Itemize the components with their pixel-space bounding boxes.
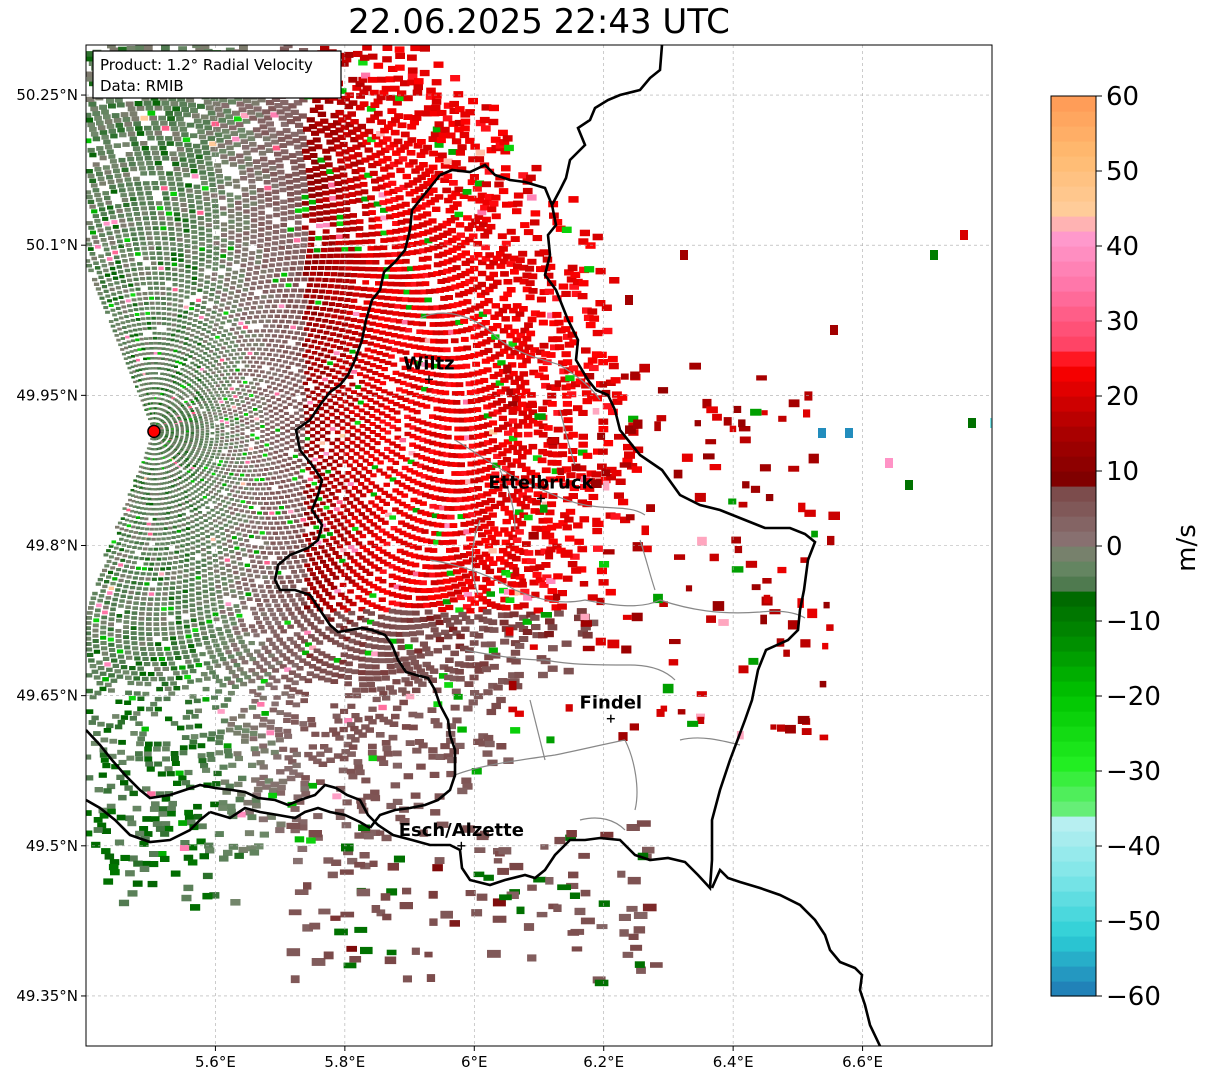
city-marker: Ettelbruck bbox=[488, 472, 595, 503]
lat-tick-label: 49.8°N bbox=[26, 537, 78, 555]
radar-site-marker bbox=[147, 424, 161, 439]
lon-tick-label: 5.6°E bbox=[195, 1053, 236, 1071]
axis-ticks: 5.6°E 5.8°E 6°E 6.2°E 6.4°E 6.6°E 49.35°N 49.5°… bbox=[16, 86, 883, 1071]
info-product: Product: 1.2° Radial Velocity bbox=[100, 56, 313, 74]
city-label: Esch/Alzette bbox=[399, 820, 524, 841]
lon-tick-label: 6.4°E bbox=[713, 1053, 754, 1071]
country-borders bbox=[86, 45, 882, 1046]
lon-tick-label: 6.6°E bbox=[842, 1053, 883, 1071]
lat-tick-label: 49.95°N bbox=[16, 386, 78, 404]
lat-tick-label: 50.1°N bbox=[26, 236, 78, 254]
city-label: Wiltz bbox=[403, 353, 454, 374]
city-markers: Wiltz Ettelbruck Findel Esch/Alzette bbox=[399, 353, 643, 850]
lat-tick-label: 49.35°N bbox=[16, 987, 78, 1005]
city-label: Ettelbruck bbox=[488, 472, 594, 493]
canton-borders bbox=[419, 312, 806, 831]
info-box: Product: 1.2° Radial Velocity Data: RMIB bbox=[92, 50, 342, 99]
lat-tick-label: 49.5°N bbox=[26, 837, 78, 855]
lat-tick-label: 49.65°N bbox=[16, 687, 78, 705]
lon-tick-label: 5.8°E bbox=[324, 1053, 365, 1071]
lon-tick-label: 6.2°E bbox=[583, 1053, 624, 1071]
city-label: Findel bbox=[580, 693, 643, 714]
city-marker: Wiltz bbox=[403, 353, 455, 384]
grid-lines bbox=[86, 45, 992, 1046]
lon-tick-label: 6°E bbox=[461, 1053, 488, 1071]
info-data-source: Data: RMIB bbox=[100, 77, 184, 95]
map-title: 22.06.2025 22:43 UTC bbox=[348, 2, 730, 42]
city-marker: Esch/Alzette bbox=[399, 820, 524, 850]
city-marker: Findel bbox=[580, 693, 643, 723]
lat-tick-label: 50.25°N bbox=[16, 86, 78, 104]
radar-velocity-layer bbox=[86, 45, 992, 987]
